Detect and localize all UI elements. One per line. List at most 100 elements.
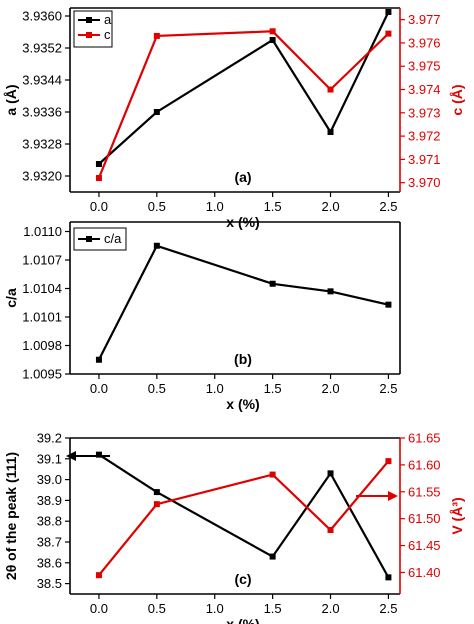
x-tick-label: 1.5 — [264, 601, 282, 616]
x-tick-label: 2.0 — [321, 199, 339, 214]
right-tick-label: 3.974 — [408, 82, 441, 97]
x-tick-label: 2.5 — [379, 601, 397, 616]
left-tick-label: 3.9320 — [22, 169, 62, 184]
right-tick-label: 3.977 — [408, 12, 441, 27]
data-point — [327, 129, 334, 135]
right-tick-label: 3.971 — [408, 152, 441, 167]
x-tick-label: 1.0 — [206, 199, 224, 214]
legend: ac — [73, 10, 113, 48]
x-tick-label: 0.0 — [90, 199, 108, 214]
data-point — [269, 280, 276, 287]
data-point — [95, 175, 102, 182]
panel-label: (a) — [234, 169, 251, 185]
right-tick-label: 3.975 — [408, 59, 441, 74]
left-tick-label: 1.0107 — [22, 253, 62, 268]
left-tick-label: 38.8 — [37, 514, 62, 529]
data-point — [269, 28, 276, 35]
x-tick-label: 1.0 — [206, 381, 224, 396]
data-point — [327, 288, 334, 295]
legend-marker — [86, 236, 92, 242]
right-tick-label: 61.55 — [408, 484, 441, 499]
x-tick-label: 1.5 — [264, 381, 282, 396]
data-point — [269, 37, 276, 43]
data-point — [269, 471, 276, 478]
left-tick-label: 38.7 — [37, 535, 62, 550]
legend-label: c — [104, 27, 111, 42]
right-tick-label: 61.45 — [408, 538, 441, 553]
data-point — [153, 109, 160, 115]
data-point — [153, 32, 160, 39]
series-line-1 — [98, 460, 390, 576]
panel-label: (c) — [234, 571, 251, 587]
panel-2: 0.0 0.5 1.0 1.5 2.0 2.5 x (%) 38.5 38.6 38.7 38.8 3… — [3, 431, 465, 624]
data-point — [385, 301, 392, 308]
left-tick-label: 39.1 — [37, 451, 62, 466]
series-line-0 — [98, 11, 390, 165]
data-point — [269, 553, 276, 560]
data-point — [385, 574, 392, 581]
x-tick-label: 0.0 — [90, 601, 108, 616]
right-tick-label: 3.970 — [408, 175, 441, 190]
panel-label: (b) — [234, 351, 252, 367]
data-point — [385, 458, 392, 465]
data-point — [327, 526, 334, 533]
series-line-0 — [98, 453, 390, 578]
left-tick-label: 1.0110 — [23, 224, 62, 239]
right-tick-label: 61.65 — [408, 431, 441, 446]
left-tick-label: 3.9344 — [22, 73, 62, 88]
x-tick-label: 0.0 — [90, 381, 108, 396]
series-line-0 — [97, 244, 389, 361]
left-tick-label: 1.0095 — [22, 367, 62, 382]
left-tick-label: 3.9336 — [22, 105, 62, 120]
right-tick-label: 61.50 — [408, 511, 441, 526]
left-tick-label: 38.9 — [37, 493, 62, 508]
data-point — [327, 470, 334, 477]
data-point — [95, 356, 102, 363]
x-tick-label: 2.5 — [379, 199, 397, 214]
data-point — [153, 242, 160, 249]
panel-1: 0.0 0.5 1.0 1.5 2.0 2.5 x (%) 1.0095 1.0098 1.010… — [3, 221, 401, 412]
left-tick-label: 3.9328 — [22, 137, 62, 152]
data-point — [153, 489, 160, 496]
left-tick-label: 1.0104 — [22, 281, 62, 296]
data-point — [385, 9, 392, 15]
data-point — [95, 572, 102, 579]
x-tick-label: 2.0 — [321, 601, 339, 616]
data-point — [95, 161, 102, 167]
x-tick-label: 0.5 — [148, 199, 166, 214]
right-tick-label: 3.973 — [408, 105, 441, 120]
right-tick-label: 61.60 — [408, 457, 441, 472]
right-tick-label: 3.976 — [408, 35, 441, 50]
x-tick-label: 2.0 — [321, 381, 339, 396]
left-axis-label: c/a — [3, 288, 19, 308]
x-tick-label: 1.5 — [264, 199, 282, 214]
panel-0: 0.0 0.5 1.0 1.5 2.0 2.5x (%)3.93203.93283.933… — [3, 7, 465, 230]
data-point — [153, 501, 160, 508]
legend: c/a — [73, 227, 127, 251]
left-tick-label: 3.9352 — [22, 41, 62, 56]
legend-marker — [86, 32, 92, 38]
legend-box — [73, 10, 113, 48]
left-tick-label: 39.0 — [37, 472, 62, 487]
right-tick-label: 61.40 — [408, 565, 441, 580]
left-axis-label: 2θ of the peak (111) — [3, 452, 19, 580]
right-axis-label: V (Å³) — [449, 497, 465, 534]
right-tick-label: 3.972 — [408, 129, 441, 144]
left-tick-label: 38.5 — [37, 576, 62, 591]
data-point — [327, 86, 334, 93]
series-line-1 — [97, 30, 390, 179]
left-tick-label: 1.0098 — [22, 338, 62, 353]
left-tick-label: 1.0101 — [22, 310, 62, 325]
left-tick-label: 39.2 — [37, 431, 62, 446]
left-tick-label: 38.6 — [37, 555, 62, 570]
data-point — [385, 30, 392, 37]
right-axis-arrow-head — [388, 491, 398, 501]
legend-marker — [86, 17, 92, 23]
left-tick-label: 3.9360 — [22, 9, 62, 24]
x-axis-label: x (%) — [226, 396, 259, 412]
legend-label: c/a — [104, 231, 122, 246]
left-axis-arrow-head — [66, 451, 76, 461]
x-tick-label: 0.5 — [148, 601, 166, 616]
right-axis-label: c (Å) — [449, 84, 465, 115]
